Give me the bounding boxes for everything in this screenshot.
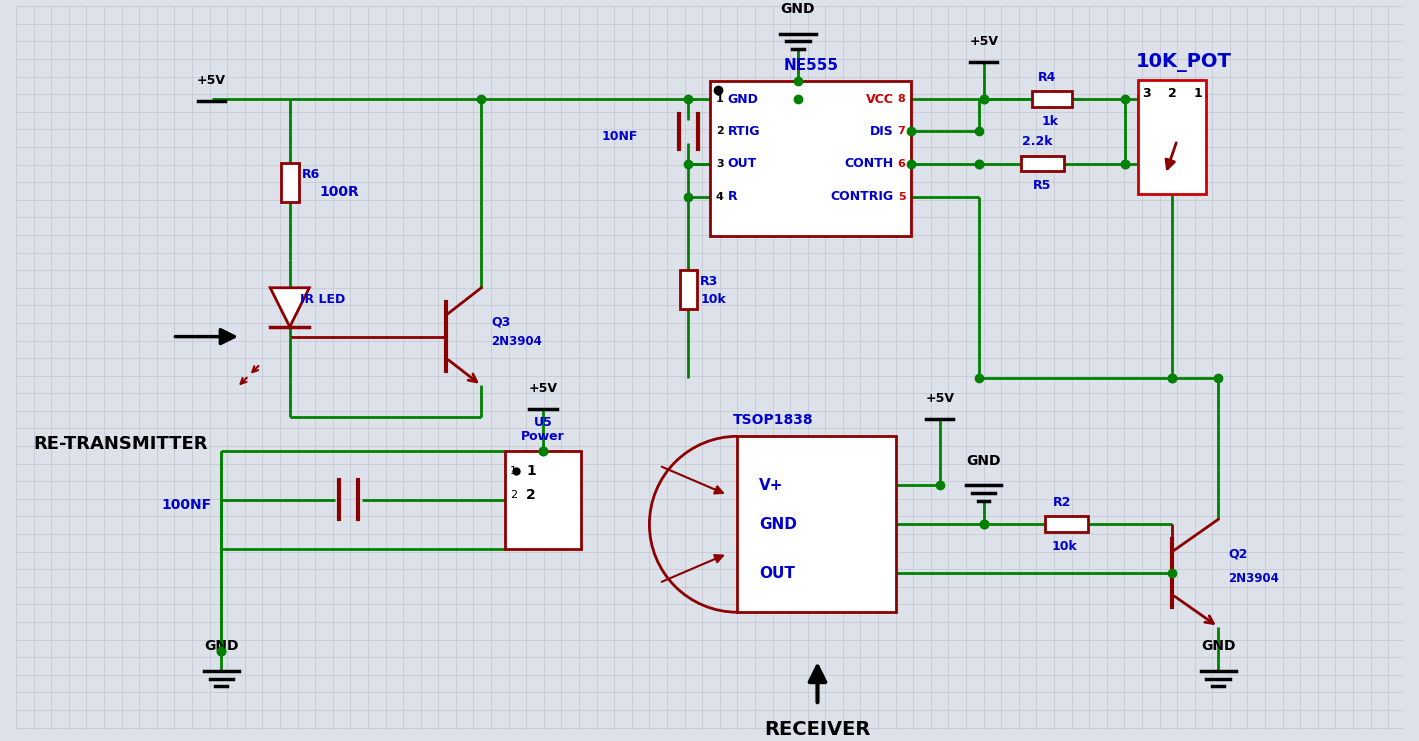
Bar — [1020, 156, 1064, 171]
Text: TSOP1838: TSOP1838 — [732, 413, 813, 427]
Text: +5V: +5V — [969, 36, 998, 48]
Text: RTIG: RTIG — [728, 125, 761, 138]
Bar — [1033, 91, 1071, 107]
Text: 3: 3 — [1142, 87, 1151, 100]
Text: CONTH: CONTH — [844, 157, 894, 170]
Text: U5: U5 — [534, 416, 552, 430]
Text: GND: GND — [728, 93, 758, 106]
Bar — [710, 81, 911, 236]
Text: 2N3904: 2N3904 — [1227, 571, 1279, 585]
Text: RE-TRANSMITTER: RE-TRANSMITTER — [34, 435, 209, 453]
Text: OUT: OUT — [759, 565, 795, 581]
Text: 1: 1 — [526, 464, 536, 477]
Text: 10k: 10k — [700, 293, 727, 306]
Text: R2: R2 — [1053, 496, 1071, 508]
Text: 1: 1 — [509, 465, 517, 476]
Text: V+: V+ — [759, 478, 783, 493]
Text: 7: 7 — [898, 127, 905, 136]
Text: 10K_POT: 10K_POT — [1137, 53, 1232, 72]
Text: 5: 5 — [898, 192, 905, 202]
Text: +5V: +5V — [528, 382, 558, 395]
Text: R6: R6 — [301, 168, 319, 181]
Text: 1: 1 — [1193, 87, 1202, 100]
Bar — [505, 451, 580, 548]
Text: +5V: +5V — [925, 392, 954, 405]
Bar — [680, 270, 697, 309]
Text: CONTRIG: CONTRIG — [830, 190, 894, 203]
Text: 2: 2 — [526, 488, 536, 502]
Text: 2: 2 — [1168, 87, 1176, 100]
Text: 1k: 1k — [1042, 115, 1059, 127]
Text: 10k: 10k — [1051, 540, 1077, 553]
Bar — [1138, 79, 1206, 194]
Text: 4: 4 — [715, 192, 724, 202]
Text: Power: Power — [521, 430, 565, 443]
Text: RECEIVER: RECEIVER — [765, 720, 871, 739]
Text: R: R — [728, 190, 738, 203]
Text: 8: 8 — [898, 94, 905, 104]
Text: GND: GND — [759, 516, 796, 532]
Text: R4: R4 — [1037, 70, 1056, 84]
Text: 100NF: 100NF — [162, 498, 211, 512]
Text: 1: 1 — [715, 94, 724, 104]
Text: Q3: Q3 — [491, 316, 511, 328]
Text: 2N3904: 2N3904 — [491, 335, 542, 348]
Bar — [281, 163, 298, 202]
Text: IR LED: IR LED — [299, 293, 345, 306]
Text: 6: 6 — [898, 159, 905, 169]
Text: 2.2k: 2.2k — [1022, 135, 1053, 148]
Text: GND: GND — [780, 2, 815, 16]
Text: OUT: OUT — [728, 157, 756, 170]
Text: GND: GND — [204, 639, 238, 654]
Text: R5: R5 — [1033, 179, 1051, 192]
Text: GND: GND — [1200, 639, 1236, 654]
Polygon shape — [270, 288, 309, 327]
Text: Q2: Q2 — [1227, 547, 1247, 560]
Text: 2: 2 — [715, 127, 724, 136]
Text: +5V: +5V — [197, 74, 226, 87]
Text: NE555: NE555 — [783, 58, 839, 73]
Text: GND: GND — [966, 453, 1000, 468]
Text: 3: 3 — [715, 159, 724, 169]
Text: VCC: VCC — [866, 93, 894, 106]
Text: 10NF: 10NF — [602, 130, 637, 143]
Text: 100R: 100R — [319, 185, 359, 199]
Text: R3: R3 — [700, 276, 718, 288]
Text: 2: 2 — [509, 490, 517, 500]
Bar — [738, 436, 895, 612]
Bar — [1046, 516, 1088, 532]
Text: DIS: DIS — [870, 125, 894, 138]
